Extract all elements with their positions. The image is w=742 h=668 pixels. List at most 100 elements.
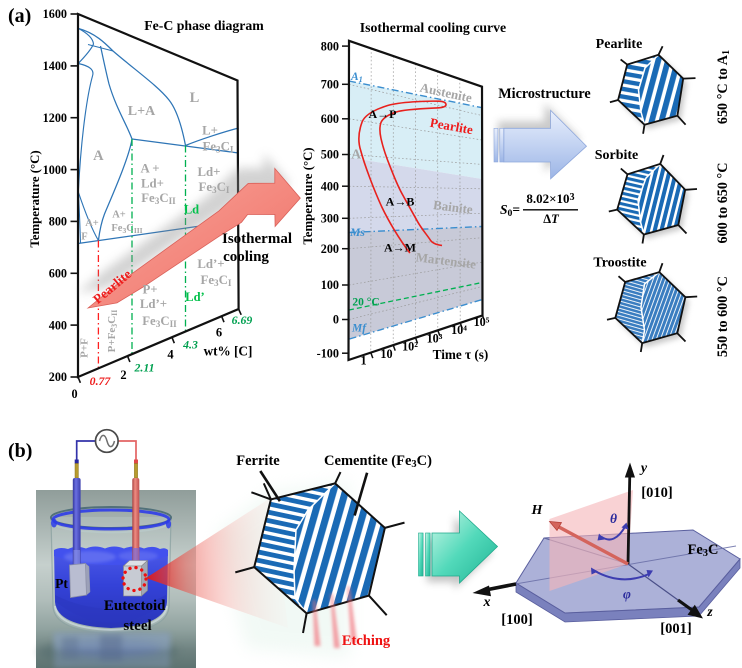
svg-text:S0=: S0= [500,202,520,219]
svg-text:6.69: 6.69 [232,313,253,327]
svg-text:2.11: 2.11 [134,361,155,375]
svg-text:200: 200 [321,242,339,256]
svg-text:1000: 1000 [43,163,67,177]
svg-text:Fe-C phase diagram: Fe-C phase diagram [144,18,264,33]
svg-text:Fe3CII: Fe3CII [141,191,176,206]
svg-text:A+: A+ [85,218,99,229]
svg-text:A+: A+ [112,210,126,221]
svg-text:Etching: Etching [342,633,391,649]
svg-text:4.3: 4.3 [182,338,198,352]
svg-text:Ld+: Ld+ [198,165,221,179]
svg-text:P+Fe3CII: P+Fe3CII [106,310,119,353]
svg-text:Fe3CI: Fe3CI [199,180,230,195]
svg-text:-100: -100 [317,346,339,360]
svg-text:A +: A + [140,162,159,176]
svg-text:H: H [531,503,544,518]
svg-text:0: 0 [71,387,77,401]
svg-text:[001]: [001] [660,621,691,637]
svg-text:Ld’: Ld’ [185,290,204,304]
svg-text:Bainite: Bainite [432,197,473,217]
svg-text:500: 500 [321,148,339,162]
svg-text:1600: 1600 [43,7,67,21]
svg-text:1400: 1400 [43,59,67,73]
svg-text:Martensite: Martensite [415,249,477,271]
svg-text:Fe3CIII: Fe3CIII [111,223,142,235]
svg-text:400: 400 [49,318,67,332]
svg-text:Fe3CI: Fe3CI [203,140,234,155]
svg-text:L+A: L+A [128,104,156,119]
svg-text:A→P: A→P [369,107,397,121]
svg-text:Mf: Mf [351,323,367,335]
svg-text:0: 0 [333,313,339,327]
svg-text:Isothermal cooling curve: Isothermal cooling curve [360,20,506,35]
svg-text:Eutectoid: Eutectoid [104,598,166,614]
svg-text:Ld+: Ld+ [141,177,164,191]
svg-text:1: 1 [360,354,366,368]
svg-text:wt% [C]: wt% [C] [204,344,253,359]
svg-text:Pearlite: Pearlite [596,37,643,52]
svg-text:Ferrite: Ferrite [236,453,280,469]
svg-text:A1: A1 [350,71,363,84]
svg-text:Time τ (s): Time τ (s) [433,347,489,362]
svg-text:(a): (a) [8,5,31,27]
svg-text:10: 10 [380,347,392,361]
svg-text:z: z [706,605,713,620]
svg-text:ΔT: ΔT [543,212,560,226]
svg-text:6: 6 [216,326,222,340]
svg-text:θ: θ [610,511,617,526]
svg-text:0.77: 0.77 [90,374,112,388]
svg-text:Troostite: Troostite [593,256,646,271]
svg-text:20 °C: 20 °C [352,297,379,309]
svg-text:600 to 650 °C: 600 to 650 °C [715,163,731,244]
svg-text:Sorbite: Sorbite [595,148,639,163]
svg-text:y: y [639,461,648,476]
svg-text:Pt: Pt [55,576,68,591]
svg-text:700: 700 [321,78,339,92]
svg-text:600: 600 [321,112,339,126]
svg-text:10³: 10³ [427,332,443,346]
svg-text:Microstructure: Microstructure [498,86,590,102]
svg-text:Ld’+: Ld’+ [197,257,224,271]
svg-text:2: 2 [120,368,126,382]
svg-text:600: 600 [49,266,67,280]
svg-text:L+: L+ [202,124,218,138]
svg-text:Fe3CI: Fe3CI [201,273,232,288]
svg-text:650 °C to A1: 650 °C to A1 [715,50,732,124]
svg-text:F: F [81,232,87,243]
svg-text:400: 400 [321,179,339,193]
svg-text:Pearlite: Pearlite [429,115,474,137]
svg-text:Ld’+: Ld’+ [140,297,167,311]
svg-text:Fe3CII: Fe3CII [142,314,177,329]
svg-text:100: 100 [321,278,339,292]
svg-text:8.02×103: 8.02×103 [526,191,574,206]
svg-text:A: A [93,148,104,164]
svg-text:[100]: [100] [501,612,532,628]
svg-text:10²: 10² [402,340,418,354]
svg-text:800: 800 [321,39,339,53]
svg-text:4: 4 [167,348,174,362]
svg-text:A→B: A→B [386,195,415,209]
svg-text:Ld: Ld [184,203,199,217]
svg-text:Cementite (Fe3C): Cementite (Fe3C) [324,453,432,470]
svg-text:10⁵: 10⁵ [474,315,490,329]
svg-text:Isothermal: Isothermal [222,231,292,247]
svg-text:φ: φ [623,587,631,602]
svg-text:Temperature (°C): Temperature (°C) [301,147,315,244]
svg-text:x: x [483,595,491,610]
svg-text:300: 300 [321,212,339,226]
svg-text:550 to 600 °C: 550 to 600 °C [715,276,731,357]
svg-text:1200: 1200 [43,111,67,125]
svg-text:cooling: cooling [223,249,269,265]
svg-text:A→M: A→M [384,241,416,255]
svg-text:P+F: P+F [79,338,91,358]
svg-text:Temperature (°C): Temperature (°C) [28,150,42,247]
svg-text:P+: P+ [142,283,157,297]
svg-text:800: 800 [49,215,67,229]
svg-text:10⁴: 10⁴ [451,323,467,337]
svg-text:Ms: Ms [349,227,365,239]
svg-text:steel: steel [123,618,151,634]
svg-text:(b): (b) [8,440,32,462]
svg-text:Fe3C: Fe3C [688,542,719,559]
svg-text:A: A [351,146,361,161]
svg-text:L: L [190,90,200,106]
